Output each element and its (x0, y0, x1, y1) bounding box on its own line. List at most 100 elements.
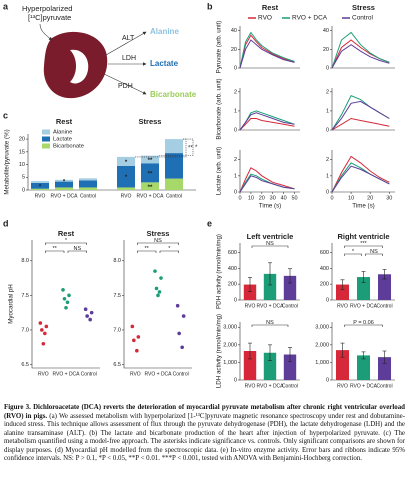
line (239, 173, 295, 193)
data-point (67, 293, 71, 298)
line (331, 100, 390, 131)
chart-title: Left ventricle (247, 232, 294, 241)
data-point (156, 293, 160, 298)
legend-label: Alanine (53, 130, 72, 136)
bar (263, 352, 277, 380)
y-tick-label: 0 (234, 377, 237, 383)
x-tick-label: RVO (121, 193, 132, 199)
y-tick-label: 15 (19, 149, 25, 155)
heart (43, 31, 108, 99)
x-tick-label: 30 (270, 195, 276, 201)
x-tick-label: 20 (259, 195, 265, 201)
y-tick-label: 1,000 (315, 360, 329, 366)
significance-label: * (352, 249, 355, 255)
significance-bracket (159, 250, 179, 253)
chart-title: Right ventricle (337, 232, 389, 241)
significance-bracket (67, 250, 87, 253)
x-tick-label: Control (376, 303, 392, 309)
x-tick-label: RVO (130, 371, 141, 377)
data-point (180, 345, 184, 350)
y-tick-label: 7.0 (21, 327, 29, 333)
y-axis-label: Pyruvate (arb. unit) (216, 21, 223, 74)
caption-label: Figure 3. (4, 404, 31, 411)
y-tick-label: 0 (326, 297, 329, 303)
y-tick-label: 8.0 (113, 258, 121, 264)
x-tick-label: 10 (348, 195, 354, 201)
y-tick-label: 40 (323, 28, 329, 34)
line (239, 118, 295, 131)
y-tick-label: 7.5 (113, 293, 121, 299)
y-tick-label: 0 (234, 65, 237, 71)
chart-title: Rest (58, 229, 75, 238)
data-point (157, 290, 162, 294)
data-point (41, 341, 46, 346)
y-tick-label: 2,000 (315, 342, 329, 348)
caption-title: Dichloroacetate (DCA) reverts the deteri… (4, 404, 405, 420)
x-tick-label: 10 (248, 195, 254, 201)
product: Alanine (150, 27, 179, 36)
y-tick-label: 0 (326, 377, 329, 383)
bar-segment (31, 181, 49, 183)
line (239, 167, 295, 193)
bar-annotation: ** (148, 158, 153, 164)
arrow (39, 23, 53, 41)
significance-bracket (45, 242, 87, 245)
bar-annotation: ** (148, 185, 153, 191)
x-tick-label: Control (166, 193, 182, 199)
bar-segment (117, 165, 135, 188)
x-tick-label: RVO (245, 303, 256, 309)
y-tick-label: 0 (326, 65, 329, 71)
panel-label: b (207, 1, 213, 11)
legend-label: RVO (258, 15, 272, 22)
y-tick-label: 10 (19, 162, 25, 168)
y-tick-label: 2 (234, 89, 237, 95)
x-tick-label: 40 (281, 195, 287, 201)
significance-bracket (344, 245, 383, 248)
bar-annotation: ** (148, 171, 153, 177)
y-tick-label: 0 (234, 127, 237, 133)
chart-title: Stress (147, 229, 170, 238)
y-tick-label: 2,000 (223, 342, 237, 348)
bar-segment (55, 187, 73, 190)
data-point (175, 303, 180, 308)
x-tick-label: 0 (238, 195, 241, 201)
bar-segment (79, 187, 97, 190)
product: Lactate (150, 59, 179, 68)
y-tick-label: 2 (326, 89, 329, 95)
bar-segment (141, 182, 159, 190)
bar-segment (165, 153, 183, 179)
significance-label: ** (145, 246, 150, 252)
panel-label: a (3, 1, 9, 11)
caption-text: (a) We assessed metabolism with hyperpol… (4, 412, 405, 463)
y-tick-label: 0 (234, 189, 237, 195)
y-tick-label: 600 (228, 250, 237, 256)
data-point (64, 306, 68, 310)
bar-segment (165, 139, 183, 154)
x-tick-label: RVO + DCA (51, 193, 79, 199)
data-point (153, 269, 157, 273)
x-tick-label: RVO + DCA (350, 383, 378, 389)
x-tick-label: 30 (386, 195, 392, 201)
y-tick-label: 20 (323, 47, 329, 53)
legend-label: Control (352, 15, 374, 22)
significance-bracket (137, 250, 157, 253)
y-tick-label: 7.0 (113, 327, 121, 333)
y-tick-label: 6.5 (21, 362, 29, 368)
enzyme: ALT (122, 35, 135, 42)
bar-segment (117, 187, 135, 190)
y-tick-label: 0 (326, 189, 329, 195)
significance-bracket (344, 324, 383, 327)
data-point (177, 331, 181, 336)
line (331, 44, 390, 69)
substrate: [¹³C]pyruvate (28, 13, 71, 22)
significance-bracket (159, 138, 194, 156)
data-point (130, 324, 135, 329)
enzyme: LDH (122, 55, 136, 62)
x-tick-label: 50 (291, 195, 297, 201)
line (331, 31, 390, 69)
x-tick-label: Control (282, 303, 298, 309)
significance-bracket (45, 250, 65, 253)
significance-label: ** (188, 146, 193, 152)
significance-label: *** (360, 241, 367, 247)
